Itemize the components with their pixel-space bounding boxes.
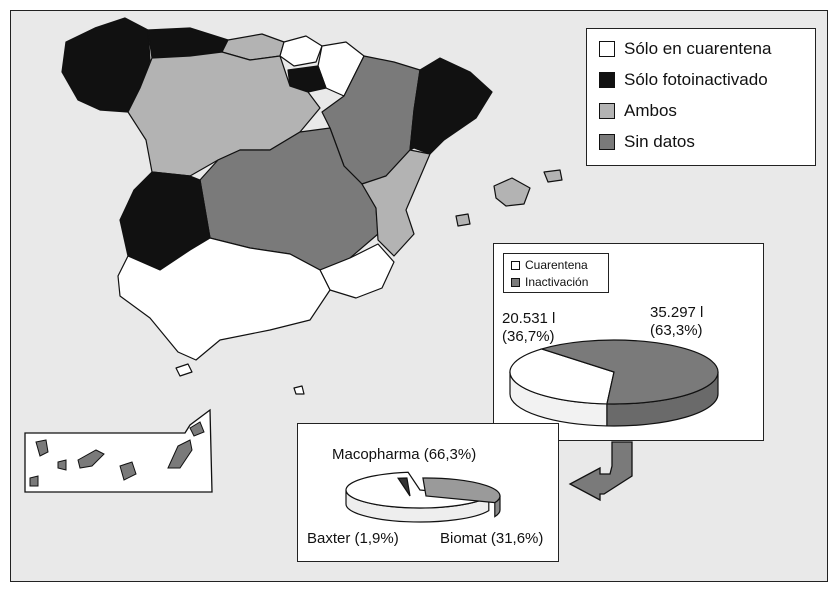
volume-pie-legend: Cuarentena Inactivación bbox=[503, 253, 609, 293]
legend-swatch bbox=[599, 134, 615, 150]
legend-swatch bbox=[511, 277, 520, 287]
macopharma-label: Macopharma (66,3%) bbox=[332, 446, 477, 463]
legend-item-cuarentena: Sólo en cuarentena bbox=[599, 38, 771, 60]
region-andalucia bbox=[117, 237, 331, 361]
legend-swatch bbox=[599, 41, 615, 57]
legend-item-sin-datos: Sin datos bbox=[599, 131, 695, 153]
baxter-label: Baxter (1,9%) bbox=[307, 530, 399, 547]
inactivacion-slice bbox=[539, 339, 719, 405]
legend-label: Ambos bbox=[624, 101, 677, 120]
arrow-icon bbox=[568, 441, 633, 502]
region-cataluna bbox=[409, 57, 493, 155]
legend-label: Inactivación bbox=[525, 275, 589, 289]
cuarentena-pct: (36,7%) bbox=[502, 328, 555, 345]
cuarentena-label: 20.531 l (36,7%) bbox=[502, 310, 555, 346]
baxter-slice bbox=[397, 477, 411, 497]
inactivacion-pct: (63,3%) bbox=[650, 322, 703, 339]
legend-swatch bbox=[599, 103, 615, 119]
legend-item-fotoinactivado: Sólo fotoinactivado bbox=[599, 69, 768, 91]
legend-label: Sólo fotoinactivado bbox=[624, 70, 768, 89]
legend-item-ambos: Ambos bbox=[599, 100, 677, 122]
biomat-slice bbox=[422, 477, 501, 504]
legend-swatch bbox=[511, 260, 520, 270]
legend-item-inactivacion-pie: Inactivación bbox=[511, 274, 588, 290]
region-valencia bbox=[361, 149, 431, 257]
legend-label: Sin datos bbox=[624, 132, 695, 151]
region-murcia bbox=[319, 243, 395, 299]
region-canarias bbox=[29, 421, 205, 487]
cuarentena-volume: 20.531 l bbox=[502, 310, 556, 327]
cuarentena-slice bbox=[509, 348, 615, 405]
map-legend: Sólo en cuarentena Sólo fotoinactivado A… bbox=[586, 28, 816, 166]
biomat-label: Biomat (31,6%) bbox=[440, 530, 544, 547]
inactivacion-volume: 35.297 l bbox=[650, 304, 704, 321]
inactivacion-label: 35.297 l (63,3%) bbox=[650, 304, 703, 340]
legend-label: Cuarentena bbox=[525, 258, 588, 272]
legend-item-cuarentena-pie: Cuarentena bbox=[511, 257, 588, 273]
legend-label: Sólo en cuarentena bbox=[624, 39, 772, 58]
legend-swatch bbox=[599, 72, 615, 88]
region-baleares bbox=[493, 177, 531, 207]
canary-inset-frame bbox=[24, 408, 213, 493]
